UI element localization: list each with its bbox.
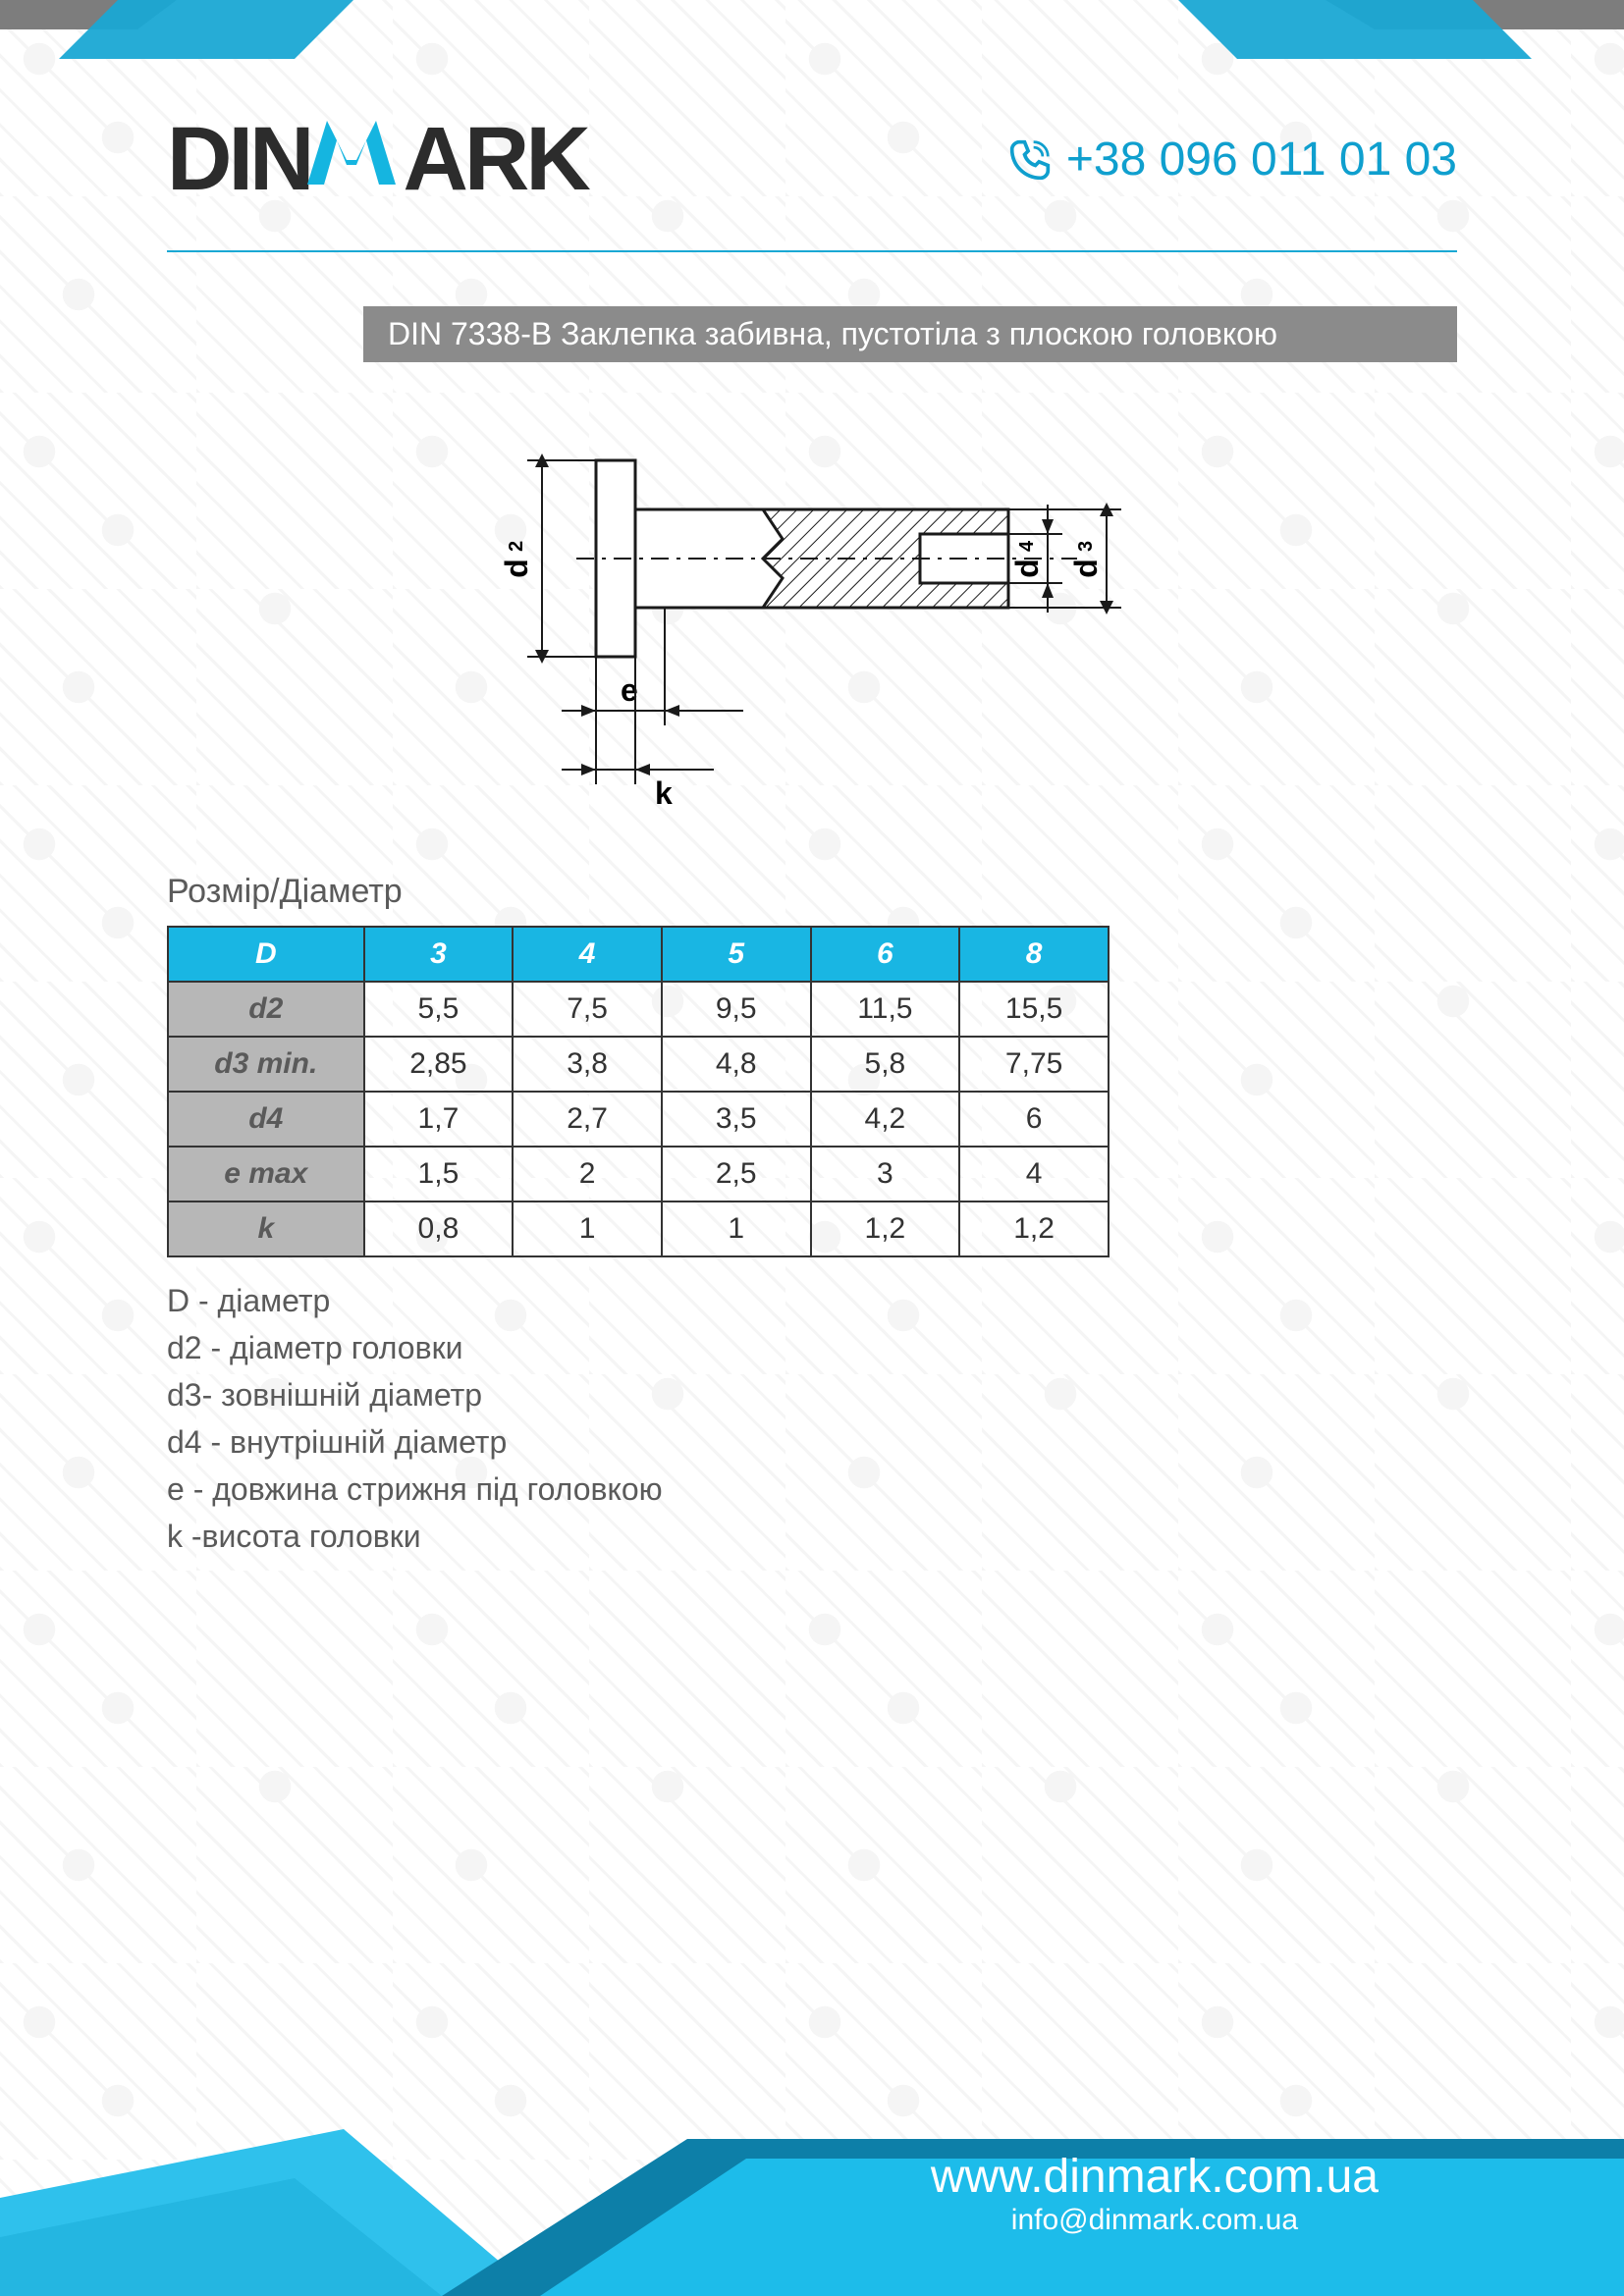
col-header: 8	[959, 927, 1109, 982]
legend: D - діаметрd2 - діаметр головкиd3- зовні…	[167, 1277, 1457, 1560]
title-text: DIN 7338-B Заклепка забивна, пустотіла з…	[388, 316, 1277, 351]
legend-line: е - довжина стрижня під головкою	[167, 1466, 1457, 1513]
row-label: d4	[168, 1092, 364, 1147]
table-row: k0,8111,21,2	[168, 1201, 1109, 1256]
row-label: e max	[168, 1147, 364, 1201]
table-cell: 2,7	[513, 1092, 662, 1147]
table-cell: 4,8	[662, 1037, 811, 1092]
table-row: d25,57,59,511,515,5	[168, 982, 1109, 1037]
table-cell: 1	[513, 1201, 662, 1256]
table-row: d3 min.2,853,84,85,87,75	[168, 1037, 1109, 1092]
spec-table: D34568 d25,57,59,511,515,5d3 min.2,853,8…	[167, 926, 1110, 1257]
logo-m	[302, 108, 410, 211]
table-header-row: D34568	[168, 927, 1109, 982]
table-cell: 3,5	[662, 1092, 811, 1147]
table-cell: 1	[662, 1201, 811, 1256]
table-cell: 1,2	[811, 1201, 960, 1256]
table-title: Розмір/Діаметр	[167, 873, 1457, 911]
title-bar: DIN 7338-B Заклепка забивна, пустотіла з…	[363, 306, 1457, 362]
table-cell: 1,5	[364, 1147, 514, 1201]
header: DIN ARK +38 096 011 01 03	[0, 0, 1624, 250]
svg-text:d: d	[499, 559, 534, 578]
table-cell: 7,75	[959, 1037, 1109, 1092]
row-label: k	[168, 1201, 364, 1256]
table-cell: 3	[811, 1147, 960, 1201]
table-cell: 3,8	[513, 1037, 662, 1092]
table-cell: 4	[959, 1147, 1109, 1201]
technical-diagram: d 2 d 4 d 3 e k	[468, 421, 1156, 814]
phone[interactable]: +38 096 011 01 03	[1008, 133, 1457, 187]
table-cell: 6	[959, 1092, 1109, 1147]
footer-email[interactable]: info@dinmark.com.ua	[931, 2204, 1379, 2237]
table-cell: 1,2	[959, 1201, 1109, 1256]
table-cell: 4,2	[811, 1092, 960, 1147]
col-header: 6	[811, 927, 960, 982]
spec-table-section: Розмір/Діаметр D34568 d25,57,59,511,515,…	[167, 873, 1457, 1257]
table-cell: 7,5	[513, 982, 662, 1037]
col-header: 4	[513, 927, 662, 982]
header-divider	[167, 250, 1457, 252]
logo: DIN ARK	[167, 108, 587, 211]
svg-text:4: 4	[1016, 540, 1038, 552]
footer-text: www.dinmark.com.ua info@dinmark.com.ua	[931, 2150, 1379, 2237]
col-header: 5	[662, 927, 811, 982]
col-header-label: D	[168, 927, 364, 982]
svg-text:2: 2	[506, 541, 527, 552]
table-cell: 1,7	[364, 1092, 514, 1147]
svg-text:3: 3	[1075, 541, 1097, 552]
table-cell: 11,5	[811, 982, 960, 1037]
table-cell: 2	[513, 1147, 662, 1201]
col-header: 3	[364, 927, 514, 982]
table-cell: 15,5	[959, 982, 1109, 1037]
legend-line: d4 - внутрішній діаметр	[167, 1418, 1457, 1466]
table-cell: 0,8	[364, 1201, 514, 1256]
table-cell: 9,5	[662, 982, 811, 1037]
row-label: d3 min.	[168, 1037, 364, 1092]
legend-line: D - діаметр	[167, 1277, 1457, 1324]
legend-line: d2 - діаметр головки	[167, 1324, 1457, 1371]
row-label: d2	[168, 982, 364, 1037]
legend-line: k -висота головки	[167, 1513, 1457, 1560]
svg-text:d: d	[1009, 559, 1045, 578]
logo-part1: DIN	[167, 108, 310, 211]
table-cell: 2,85	[364, 1037, 514, 1092]
svg-text:d: d	[1068, 559, 1104, 578]
table-cell: 5,8	[811, 1037, 960, 1092]
table-row: e max1,522,534	[168, 1147, 1109, 1201]
table-cell: 5,5	[364, 982, 514, 1037]
footer-url[interactable]: www.dinmark.com.ua	[931, 2150, 1379, 2204]
table-row: d41,72,73,54,26	[168, 1092, 1109, 1147]
svg-text:k: k	[655, 775, 673, 811]
footer: www.dinmark.com.ua info@dinmark.com.ua	[0, 2100, 1624, 2296]
phone-number: +38 096 011 01 03	[1066, 133, 1457, 187]
table-cell: 2,5	[662, 1147, 811, 1201]
logo-part2: ARK	[403, 108, 586, 211]
legend-line: d3- зовнішній діаметр	[167, 1371, 1457, 1418]
phone-icon	[1008, 138, 1052, 182]
